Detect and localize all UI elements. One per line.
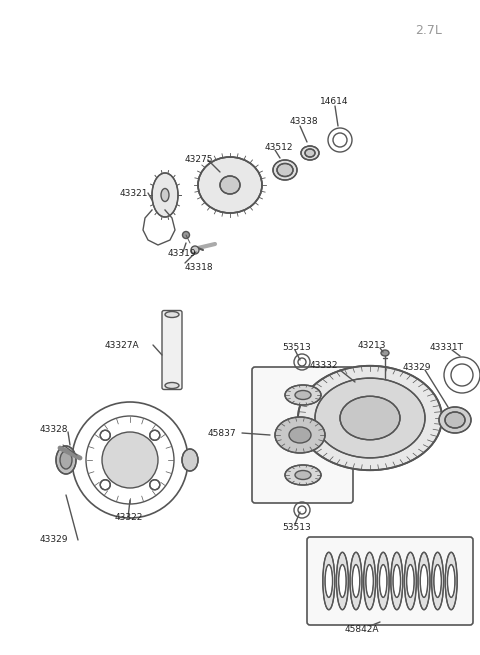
Ellipse shape [56, 446, 76, 474]
Ellipse shape [325, 565, 333, 597]
Ellipse shape [315, 378, 425, 458]
Ellipse shape [152, 173, 178, 217]
Text: 43213: 43213 [358, 341, 386, 350]
Text: 53513: 53513 [282, 343, 311, 352]
Ellipse shape [305, 149, 315, 157]
Text: 43318: 43318 [185, 263, 214, 272]
Ellipse shape [161, 189, 169, 202]
Ellipse shape [420, 565, 428, 597]
Text: 43328: 43328 [40, 426, 69, 434]
Circle shape [100, 430, 110, 440]
Text: 43329: 43329 [403, 362, 432, 371]
Text: 43338: 43338 [290, 117, 319, 126]
Ellipse shape [366, 565, 373, 597]
Text: 43329: 43329 [40, 536, 69, 544]
Ellipse shape [285, 465, 321, 485]
Text: 53513: 53513 [282, 523, 311, 533]
Ellipse shape [298, 365, 442, 470]
Ellipse shape [339, 565, 346, 597]
Ellipse shape [352, 565, 360, 597]
Ellipse shape [273, 160, 297, 180]
Ellipse shape [418, 552, 430, 610]
Ellipse shape [393, 565, 400, 597]
FancyBboxPatch shape [252, 367, 353, 503]
Circle shape [102, 432, 158, 488]
Text: 43275: 43275 [185, 155, 214, 164]
Circle shape [150, 430, 160, 440]
Ellipse shape [391, 552, 403, 610]
Ellipse shape [377, 552, 389, 610]
Ellipse shape [198, 157, 262, 213]
Circle shape [182, 231, 190, 238]
Ellipse shape [295, 390, 311, 400]
Ellipse shape [432, 552, 444, 610]
Ellipse shape [445, 412, 465, 428]
Text: 43322: 43322 [115, 514, 144, 523]
Ellipse shape [445, 552, 457, 610]
Ellipse shape [301, 146, 319, 160]
Ellipse shape [340, 396, 400, 440]
Ellipse shape [289, 427, 311, 443]
Ellipse shape [182, 449, 198, 471]
Ellipse shape [364, 552, 375, 610]
Ellipse shape [295, 470, 311, 479]
Ellipse shape [165, 383, 179, 388]
Ellipse shape [285, 385, 321, 405]
Text: 45837: 45837 [208, 428, 237, 438]
Ellipse shape [350, 552, 362, 610]
Ellipse shape [323, 552, 335, 610]
Text: 14614: 14614 [320, 98, 348, 107]
Ellipse shape [381, 350, 389, 356]
Ellipse shape [336, 552, 348, 610]
Text: 43331T: 43331T [430, 343, 464, 352]
Ellipse shape [275, 417, 325, 453]
Text: 43319: 43319 [168, 248, 197, 257]
FancyBboxPatch shape [162, 310, 182, 390]
Ellipse shape [447, 565, 455, 597]
Ellipse shape [380, 565, 387, 597]
Ellipse shape [434, 565, 441, 597]
Ellipse shape [407, 565, 414, 597]
Text: 43321: 43321 [120, 189, 148, 198]
Ellipse shape [60, 451, 72, 469]
FancyBboxPatch shape [307, 537, 473, 625]
Circle shape [150, 479, 160, 490]
Text: 45842A: 45842A [345, 626, 380, 635]
Text: 43332: 43332 [310, 362, 338, 371]
Text: 2.7L: 2.7L [415, 24, 442, 37]
Ellipse shape [439, 407, 471, 433]
Ellipse shape [277, 164, 293, 176]
Text: 43327A: 43327A [105, 341, 140, 350]
Ellipse shape [220, 176, 240, 194]
Circle shape [100, 479, 110, 490]
Ellipse shape [165, 312, 179, 318]
Circle shape [191, 246, 199, 254]
Ellipse shape [405, 552, 416, 610]
Text: 43512: 43512 [265, 143, 293, 153]
